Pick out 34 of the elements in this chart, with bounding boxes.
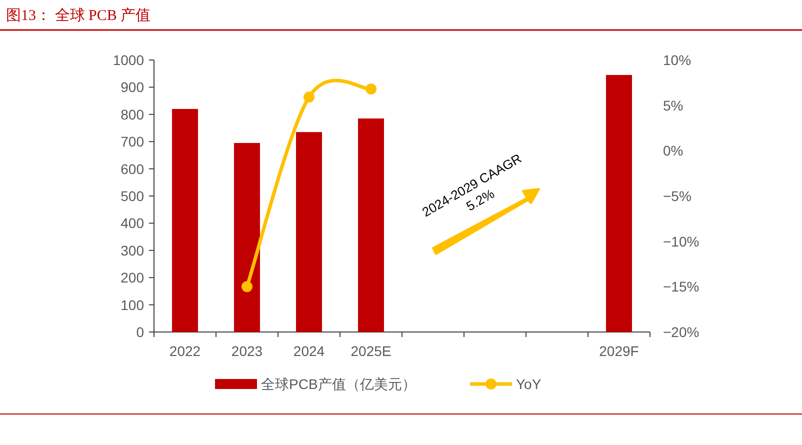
chart-title: 图13： 全球 PCB 产值: [6, 7, 151, 24]
y-tick-label: 700: [120, 134, 144, 150]
x-tick-label: 2025E: [350, 343, 392, 359]
x-tick-label: 2024: [293, 343, 325, 359]
y-tick-label: 800: [120, 106, 144, 122]
y2-tick-label: 0%: [663, 142, 684, 159]
y2-tick-label: −20%: [663, 324, 700, 340]
y-tick-label: 600: [120, 160, 144, 177]
bar: [358, 118, 384, 332]
y-tick-label: 1000: [112, 52, 144, 68]
y2-tick-label: 10%: [663, 52, 692, 68]
y-tick-label: 100: [120, 296, 144, 313]
legend-label: 全球PCB产值（亿美元）: [261, 376, 416, 392]
y-tick-label: 200: [120, 270, 144, 286]
bar: [234, 142, 260, 332]
y-tick-label: 400: [120, 215, 144, 232]
y-tick-label: 900: [120, 79, 144, 96]
point: [366, 84, 376, 95]
legend-label: YoY: [516, 376, 542, 392]
y-tick-label: 0: [136, 324, 144, 340]
point: [242, 281, 252, 292]
y2-tick-label: 5%: [663, 97, 684, 114]
y2-tick-label: −10%: [663, 233, 700, 250]
x-tick-label: 2022: [169, 343, 201, 359]
y-tick-label: 500: [120, 188, 144, 204]
y-tick-label: 300: [120, 242, 144, 258]
y2-tick-label: −5%: [663, 188, 692, 204]
x-tick-label: 2029F: [599, 343, 639, 359]
bar: [172, 108, 198, 332]
y2-tick-label: −15%: [663, 278, 700, 295]
bar: [606, 74, 632, 332]
point: [304, 92, 314, 103]
bar: [296, 132, 322, 332]
x-tick-label: 2023: [231, 343, 263, 359]
